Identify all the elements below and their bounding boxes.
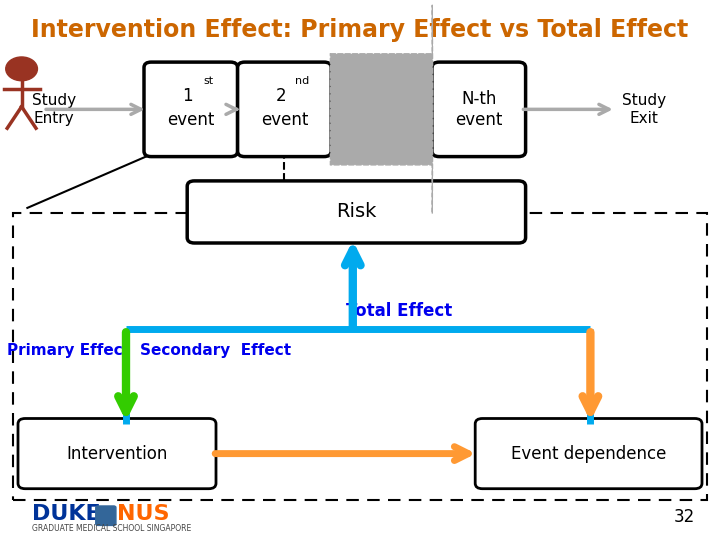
FancyBboxPatch shape [475,418,702,489]
FancyBboxPatch shape [238,62,331,157]
Bar [13,213,707,500]
Text: Event dependence: Event dependence [511,444,666,463]
Text: Primary Effect: Primary Effect [7,343,130,359]
FancyBboxPatch shape [96,506,116,525]
Text: Study
Entry: Study Entry [32,93,76,126]
Text: DUKE: DUKE [32,504,101,524]
Text: nd: nd [295,76,310,86]
FancyBboxPatch shape [18,418,216,489]
Text: st: st [204,76,214,86]
Text: Total Effect: Total Effect [346,301,453,320]
Text: Intervention: Intervention [66,444,168,463]
Text: event: event [261,111,308,129]
Text: GRADUATE MEDICAL SCHOOL SINGAPORE: GRADUATE MEDICAL SCHOOL SINGAPORE [32,524,192,532]
Text: 1: 1 [182,87,192,105]
FancyBboxPatch shape [144,62,238,157]
Text: event: event [167,111,215,129]
Text: N-th
event: N-th event [455,90,503,129]
Text: NUS: NUS [117,504,169,524]
Text: Risk: Risk [336,202,377,221]
Text: Intervention Effect: Primary Effect vs Total Effect: Intervention Effect: Primary Effect vs T… [32,18,688,42]
Text: 2: 2 [276,87,286,105]
FancyBboxPatch shape [187,181,526,243]
Text: Study
Exit: Study Exit [622,93,667,126]
Text: 32: 32 [673,509,695,526]
FancyBboxPatch shape [432,62,526,157]
Circle shape [6,57,37,80]
Text: Secondary  Effect: Secondary Effect [140,343,292,359]
